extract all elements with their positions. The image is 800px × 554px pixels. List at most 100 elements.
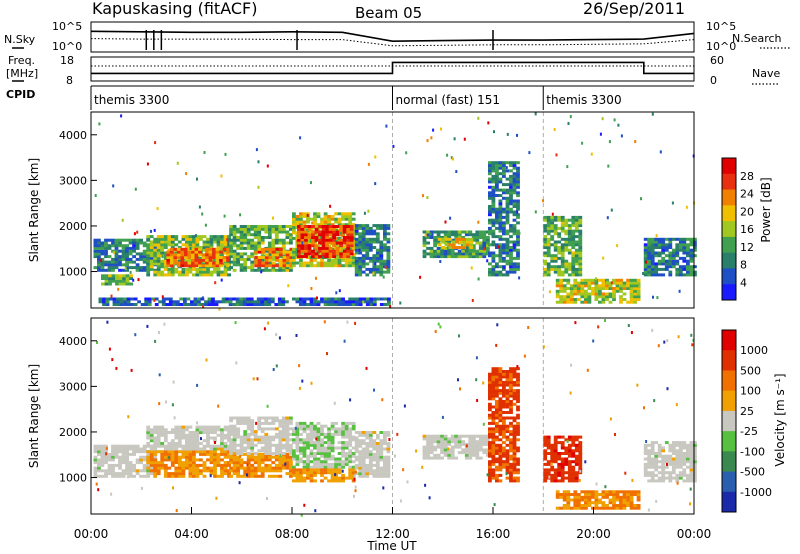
data-cell — [328, 230, 333, 234]
data-cell — [192, 439, 196, 443]
data-cell — [543, 251, 548, 255]
data-cell — [104, 474, 108, 478]
data-cell — [383, 237, 387, 241]
data-cell — [516, 177, 520, 181]
data-cell — [214, 303, 219, 306]
data-cell — [567, 462, 572, 466]
beam-title: Beam 05 — [355, 4, 422, 22]
data-cell — [236, 227, 240, 231]
data-cell — [236, 443, 240, 447]
data-cell — [306, 471, 310, 475]
data-cell — [475, 445, 480, 449]
data-cell — [678, 273, 683, 277]
data-cell — [567, 465, 572, 469]
data-cell — [482, 249, 487, 253]
data-cell — [509, 191, 513, 195]
data-cell — [309, 454, 314, 458]
data-cell — [657, 273, 662, 277]
data-cell — [250, 255, 255, 259]
data-cell — [236, 230, 240, 234]
data-cell — [512, 367, 517, 371]
data-cell — [682, 240, 687, 244]
data-cell — [488, 180, 492, 184]
data-cell — [170, 273, 175, 277]
data-cell — [383, 469, 387, 473]
data-cell — [184, 264, 188, 268]
data-cell — [643, 267, 648, 271]
data-cell — [277, 303, 282, 306]
data-cell — [664, 248, 669, 252]
data-cell — [250, 227, 255, 231]
data-cell — [149, 235, 154, 239]
data-cell — [471, 434, 476, 438]
data-cell — [188, 461, 193, 465]
data-cell — [550, 443, 555, 447]
data-cell — [426, 437, 430, 441]
data-cell — [344, 460, 349, 464]
data-cell — [118, 249, 122, 253]
data-cell — [160, 425, 165, 429]
data-cell — [355, 300, 360, 304]
data-cell — [647, 267, 652, 271]
data-cell — [253, 236, 258, 239]
data-cell — [502, 251, 506, 255]
data-cell — [578, 218, 583, 222]
data-cell — [587, 504, 592, 507]
data-cell — [576, 281, 581, 285]
data-cell — [571, 218, 576, 222]
data-cell — [250, 449, 255, 453]
data-cell — [440, 249, 444, 253]
data-cell — [250, 446, 255, 450]
data-cell — [327, 297, 331, 301]
data-cell — [546, 438, 551, 442]
data-cell — [163, 235, 168, 239]
data-cell — [622, 506, 627, 510]
data-cell — [223, 472, 228, 476]
data-cell — [505, 221, 510, 225]
data-cell — [491, 449, 496, 453]
data-cell — [229, 452, 233, 455]
data-region-15 — [98, 297, 391, 306]
data-cell — [386, 458, 391, 462]
data-cell — [647, 248, 652, 252]
data-cell — [323, 303, 328, 306]
data-cell — [316, 215, 321, 218]
data-cell — [125, 447, 129, 451]
data-cell — [220, 254, 224, 258]
speckle-cell — [426, 139, 429, 143]
data-cell — [341, 449, 345, 453]
data-cell — [263, 297, 268, 301]
data-cell — [128, 469, 133, 473]
data-cell — [292, 212, 296, 216]
speckle-cell — [638, 285, 641, 288]
data-cell — [629, 498, 634, 502]
data-cell — [555, 289, 560, 293]
data-cell — [482, 437, 487, 441]
data-cell — [562, 495, 567, 499]
data-cell — [546, 243, 551, 247]
data-cell — [566, 278, 571, 282]
data-cell — [578, 232, 583, 236]
data-cell — [232, 438, 237, 442]
data-cell — [323, 471, 328, 475]
data-cell — [509, 177, 513, 181]
data-cell — [163, 254, 168, 258]
data-cell — [383, 243, 387, 247]
data-cell — [436, 233, 441, 237]
data-cell — [612, 490, 616, 494]
data-cell — [249, 297, 254, 301]
data-cell — [327, 479, 331, 483]
data-cell — [257, 427, 262, 431]
data-cell — [153, 248, 158, 252]
data-cell — [426, 448, 430, 452]
data-cell — [300, 236, 305, 239]
data-cell — [300, 230, 305, 234]
data-cell — [153, 469, 158, 473]
data-cell — [543, 457, 548, 461]
data-cell — [311, 230, 315, 234]
data-cell — [306, 297, 310, 301]
data-cell — [675, 246, 680, 249]
data-cell — [306, 438, 310, 442]
data-cell — [612, 495, 616, 499]
data-cell — [142, 260, 147, 264]
